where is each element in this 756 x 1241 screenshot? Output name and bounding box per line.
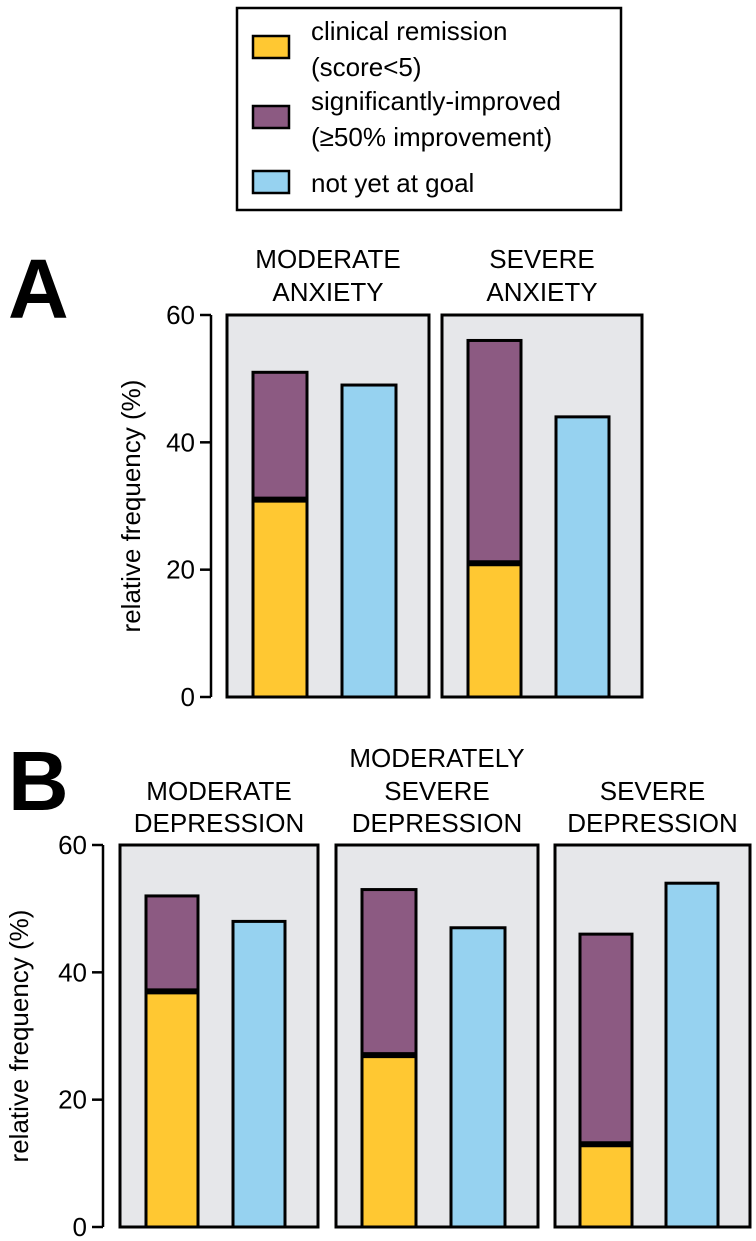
legend-box bbox=[235, 6, 623, 212]
y-tick-label: 20 bbox=[166, 555, 195, 585]
group-title: ANXIETY bbox=[486, 277, 597, 307]
bar-remission bbox=[360, 1053, 418, 1229]
bar-improved bbox=[251, 370, 309, 502]
group-title: SEVERE bbox=[600, 776, 706, 806]
legend-improved-label: (≥50% improvement) bbox=[311, 122, 552, 152]
y-tick-label: 20 bbox=[58, 1085, 87, 1115]
panel-letter: A bbox=[8, 242, 69, 336]
bar-remission bbox=[466, 561, 523, 699]
legend-remission-label: clinical remission bbox=[311, 16, 508, 46]
y-axis-label: relative frequency (%) bbox=[4, 910, 34, 1163]
bar-not-at-goal bbox=[554, 415, 611, 699]
bar-remission bbox=[251, 498, 309, 699]
legend-not-at-goal-label: not yet at goal bbox=[311, 168, 474, 198]
bar-improved bbox=[466, 338, 523, 565]
group-title: MODERATE bbox=[255, 244, 400, 274]
bar-improved bbox=[144, 894, 200, 993]
group-title: SEVERE bbox=[489, 244, 595, 274]
y-tick-label: 60 bbox=[166, 300, 195, 330]
bar-remission bbox=[578, 1142, 634, 1229]
y-tick-label: 60 bbox=[58, 830, 87, 860]
bar-not-at-goal bbox=[449, 926, 507, 1229]
bar-improved bbox=[578, 932, 634, 1146]
y-tick-label: 40 bbox=[166, 427, 195, 457]
bar-not-at-goal bbox=[664, 881, 720, 1229]
bar-not-at-goal bbox=[340, 383, 398, 699]
y-axis: 0 20 40 60 relative frequency (%) bbox=[4, 830, 105, 1241]
legend-improved-swatch bbox=[251, 104, 291, 130]
y-tick-label: 40 bbox=[58, 957, 87, 987]
legend-not-at-goal-swatch bbox=[251, 169, 291, 195]
y-axis-label: relative frequency (%) bbox=[116, 380, 146, 633]
group-title: MODERATE bbox=[146, 776, 291, 806]
group-title: ANXIETY bbox=[272, 277, 383, 307]
y-axis: 0 20 40 60 relative frequency (%) bbox=[116, 300, 213, 712]
legend: clinical remission (score<5) significantly… bbox=[235, 6, 623, 212]
legend-improved-label: significantly-improved bbox=[311, 86, 561, 116]
legend-remission-label: (score<5) bbox=[311, 52, 422, 82]
panel-letter: B bbox=[8, 734, 69, 828]
group-title: DEPRESSION bbox=[134, 808, 305, 838]
bar-improved bbox=[360, 888, 418, 1057]
group-title: MODERATELY bbox=[349, 743, 524, 773]
legend-improved: significantly-improved (≥50% improvement) bbox=[251, 86, 561, 152]
bar-remission bbox=[144, 989, 200, 1229]
legend-not-at-goal: not yet at goal bbox=[251, 168, 474, 198]
y-tick-label: 0 bbox=[73, 1212, 87, 1241]
y-tick-label: 0 bbox=[181, 682, 195, 712]
group-title: DEPRESSION bbox=[352, 808, 523, 838]
group-title: SEVERE bbox=[384, 776, 490, 806]
legend-remission-swatch bbox=[251, 34, 291, 60]
bar-not-at-goal bbox=[231, 919, 287, 1229]
legend-remission: clinical remission (score<5) bbox=[251, 16, 508, 82]
group-title: DEPRESSION bbox=[567, 808, 738, 838]
